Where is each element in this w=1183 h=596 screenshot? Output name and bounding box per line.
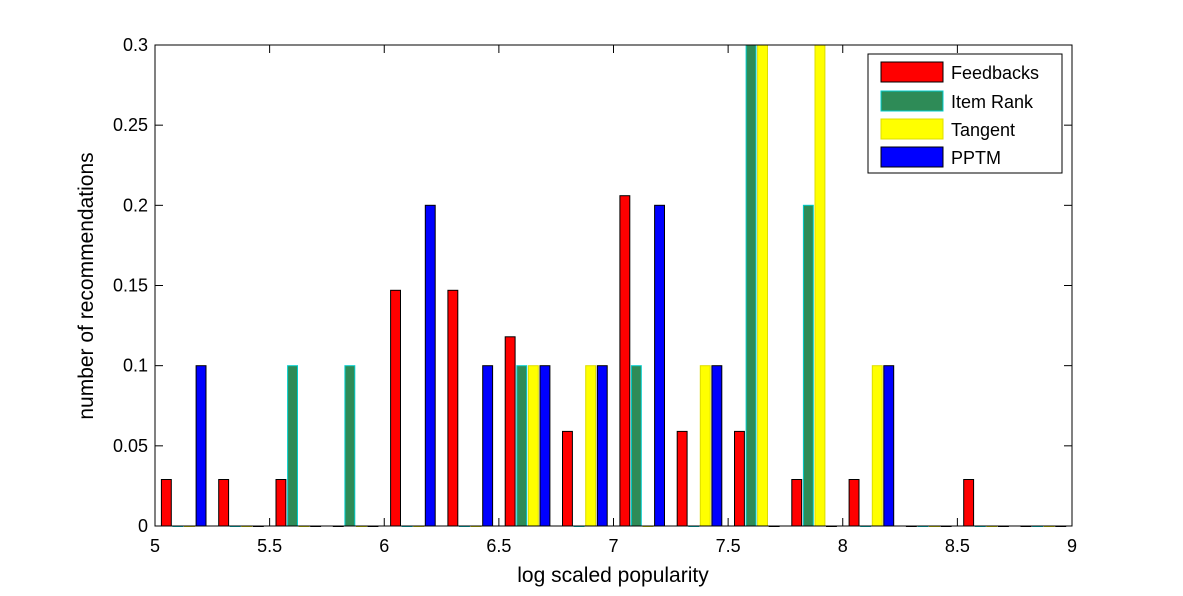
bar-feedbacks-7 [562,430,573,527]
bar-pptm-0 [195,365,207,527]
y-tick-label-3: 0.15 [113,276,148,296]
x-tick-label-5: 7.5 [716,536,741,556]
bar-tangent-10 [757,44,768,527]
bar-pptm-4 [424,204,436,527]
bar-feedbacks-14 [963,479,975,527]
bar-feedbacks-11 [791,479,803,527]
x-tick-label-6: 8 [838,536,848,556]
legend-swatch-feedbacks [880,61,944,83]
bar-feedbacks-9 [676,430,688,527]
bar-item-rank-11 [802,204,814,527]
y-tick-label-4: 0.2 [123,195,148,215]
bar-pptm-7 [596,365,608,527]
bar-feedbacks-8 [619,195,631,527]
x-tick-label-1: 5.5 [257,536,282,556]
ticks-layer: 5 5.5 6 6.5 7 7.5 8 8.5 9 0 0.05 0.1 0.15 0.2 0.25 0.3 [113,35,1077,556]
y-tick-label-2: 0.1 [123,356,148,376]
bar-tangent-12 [871,365,883,527]
bar-item-rank-2 [287,365,299,527]
x-axis-title: log scaled popularity [517,564,709,587]
bar-pptm-9 [711,365,723,527]
legend-label-feedbacks: Feedbacks [951,63,1039,83]
y-tick-label-6: 0.3 [123,35,148,55]
legend-swatch-pptm [880,146,944,168]
bar-pptm-5 [482,365,494,527]
y-tick-label-1: 0.05 [113,436,148,456]
bar-pptm-8 [654,204,665,527]
bar-tangent-6 [527,365,539,527]
legend-label-pptm: PPTM [951,148,1001,168]
bar-feedbacks-10 [734,430,745,527]
bar-feedbacks-5 [447,289,459,527]
bar-feedbacks-2 [275,479,287,527]
y-tick-label-0: 0 [138,516,148,536]
bar-feedbacks-1 [218,479,230,527]
bar-feedbacks-12 [848,479,860,527]
x-tick-label-0: 5 [150,536,160,556]
legend: Feedbacks Item Rank Tangent PPTM [867,53,1063,174]
legend-label-item-rank: Item Rank [951,92,1034,112]
bar-tangent-9 [699,365,711,527]
bar-item-rank-3 [344,365,356,527]
legend-label-tangent: Tangent [951,120,1015,140]
bar-feedbacks-6 [504,336,516,527]
bars-layer [160,44,1067,527]
bar-pptm-6 [539,365,551,527]
bar-feedbacks-0 [160,479,172,527]
x-tick-label-3: 6.5 [486,536,511,556]
x-tick-label-8: 9 [1067,536,1077,556]
bar-feedbacks-4 [390,289,402,527]
legend-swatch-item-rank [880,90,944,112]
bar-pptm-12 [883,365,895,527]
legend-swatch-tangent [880,118,944,140]
x-tick-label-4: 7 [608,536,618,556]
x-tick-label-7: 8.5 [945,536,970,556]
bar-item-rank-10 [745,44,757,527]
bar-tangent-7 [585,365,597,527]
y-tick-label-5: 0.25 [113,115,148,135]
bar-item-rank-8 [630,365,642,527]
bar-item-rank-6 [516,365,528,527]
y-axis-title: number of recommendations [75,152,98,419]
x-tick-label-2: 6 [379,536,389,556]
bar-tangent-11 [814,44,826,527]
